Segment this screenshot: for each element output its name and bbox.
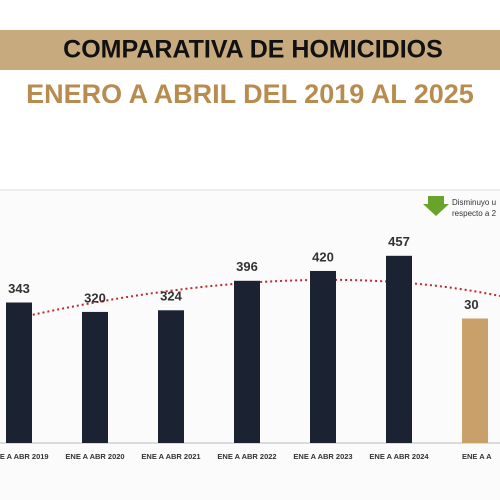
- bar: [386, 255, 412, 443]
- value-label: 343: [8, 281, 30, 296]
- value-label: 320: [84, 290, 106, 305]
- x-tick-label: ENE A A: [462, 452, 492, 461]
- x-tick-label: ENE A ABR 2023: [293, 452, 352, 461]
- annotation: Disminuyo u: [452, 198, 496, 207]
- x-tick-label: ENE A ABR 2022: [217, 452, 276, 461]
- value-label: 457: [388, 234, 410, 249]
- x-tick-label: ENE A ABR 2019: [0, 452, 49, 461]
- chart-subtitle: ENERO A ABRIL DEL 2019 AL 2025: [26, 79, 474, 109]
- bars: 343 ENE A ABR 2019 320 ENE A ABR 2020 324 ENE…: [0, 234, 492, 461]
- value-label: 396: [236, 259, 258, 274]
- bar: [462, 318, 488, 443]
- x-tick-label: ENE A ABR 2021: [141, 452, 200, 461]
- down-arrow: [423, 196, 449, 216]
- bar: [6, 302, 32, 443]
- value-label: 304: [464, 297, 486, 312]
- bar: [158, 310, 184, 443]
- bar: [310, 270, 336, 443]
- annotation: respecto a 2: [452, 209, 497, 218]
- value-label: 324: [160, 289, 182, 304]
- title-band: [0, 30, 500, 70]
- bar: [234, 280, 260, 443]
- value-label: 420: [312, 249, 334, 264]
- x-tick-label: ENE A ABR 2024: [369, 452, 429, 461]
- chart-title: COMPARATIVA DE HOMICIDIOS: [63, 36, 443, 64]
- x-tick-label: ENE A ABR 2020: [65, 452, 124, 461]
- bar: [82, 311, 108, 443]
